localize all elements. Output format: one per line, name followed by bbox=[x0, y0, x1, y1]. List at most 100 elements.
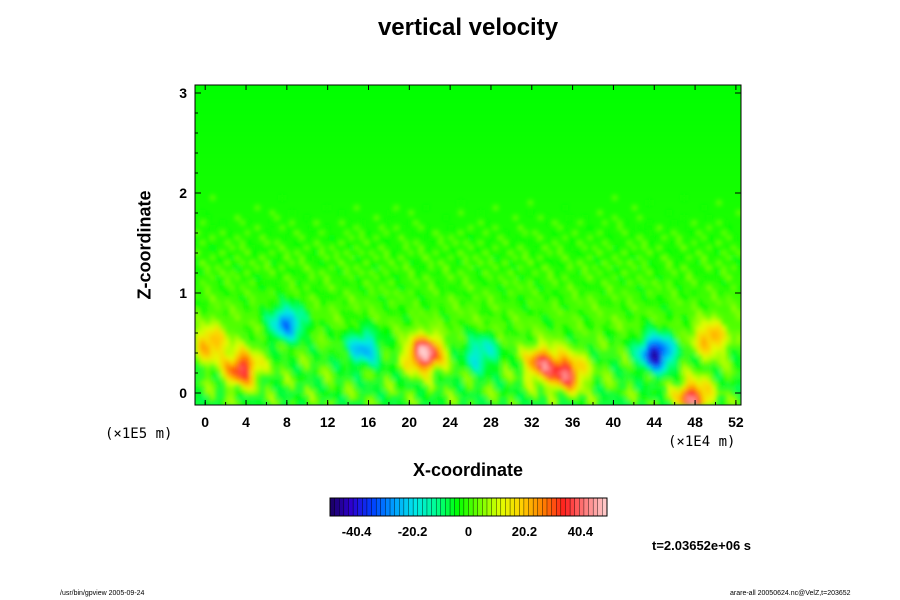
field-cell bbox=[338, 370, 345, 376]
field-cell bbox=[319, 250, 325, 256]
field-cell bbox=[532, 345, 539, 351]
field-cell bbox=[716, 375, 722, 381]
field-cell bbox=[363, 345, 370, 351]
field-cell bbox=[433, 320, 439, 326]
field-cell bbox=[542, 215, 549, 221]
field-cell bbox=[358, 220, 365, 226]
field-cell bbox=[587, 360, 593, 366]
field-cell bbox=[428, 370, 434, 376]
field-cell bbox=[726, 400, 732, 405]
field-cell bbox=[676, 385, 683, 391]
field-cell bbox=[204, 340, 211, 346]
field-cell bbox=[661, 335, 668, 341]
field-cell bbox=[547, 260, 553, 266]
field-cell bbox=[547, 370, 553, 376]
field-cell bbox=[562, 390, 568, 396]
field-cell bbox=[458, 270, 464, 276]
field-cell bbox=[408, 345, 414, 351]
field-cell bbox=[542, 315, 549, 321]
field-cell bbox=[403, 335, 410, 341]
field-cell bbox=[696, 395, 702, 401]
field-cell bbox=[279, 370, 285, 376]
field-cell bbox=[557, 375, 563, 381]
field-cell bbox=[731, 380, 737, 386]
field-cell bbox=[527, 350, 534, 356]
field-cell bbox=[448, 360, 454, 366]
time-stamp: t=2.03652e+06 s bbox=[652, 538, 752, 553]
field-cell bbox=[696, 280, 702, 286]
field-cell bbox=[363, 340, 370, 346]
field-cell bbox=[284, 310, 290, 316]
field-cell bbox=[686, 335, 692, 341]
field-cell bbox=[294, 370, 300, 376]
field-cell bbox=[418, 385, 424, 391]
field-cell bbox=[200, 310, 206, 316]
field-cell bbox=[363, 375, 370, 381]
field-cell bbox=[443, 325, 449, 331]
field-cell bbox=[691, 360, 697, 366]
field-cell bbox=[468, 380, 474, 386]
field-cell bbox=[487, 335, 494, 341]
field-cell bbox=[239, 380, 246, 386]
field-cell bbox=[294, 310, 300, 316]
field-cell bbox=[597, 315, 603, 321]
field-cell bbox=[542, 380, 549, 386]
field-cell bbox=[473, 370, 479, 376]
colorbar-segment bbox=[449, 497, 456, 517]
field-cell bbox=[641, 260, 648, 266]
field-cell bbox=[492, 340, 499, 346]
field-cell bbox=[294, 250, 300, 256]
field-cell bbox=[552, 365, 558, 371]
colorbar-segment bbox=[371, 497, 377, 517]
field-cell bbox=[468, 340, 474, 346]
field-cell bbox=[428, 340, 434, 346]
field-cell bbox=[477, 340, 484, 346]
field-cell bbox=[473, 245, 479, 251]
field-cell bbox=[706, 245, 712, 251]
field-cell bbox=[358, 345, 365, 351]
field-cell bbox=[736, 360, 741, 366]
field-cell bbox=[721, 345, 727, 351]
field-cell bbox=[537, 325, 544, 331]
field-cell bbox=[547, 390, 553, 396]
field-cell bbox=[641, 315, 648, 321]
field-cell bbox=[482, 250, 489, 256]
field-cell bbox=[388, 280, 395, 286]
field-cell bbox=[289, 280, 295, 286]
field-cell bbox=[443, 355, 449, 361]
field-cell bbox=[299, 255, 305, 261]
field-cell bbox=[338, 270, 345, 276]
field-cell bbox=[353, 340, 360, 346]
field-cell bbox=[542, 335, 549, 341]
x-tick-label: 28 bbox=[483, 414, 499, 430]
field-cell bbox=[646, 400, 653, 405]
field-cell bbox=[636, 390, 643, 396]
field-cell bbox=[651, 345, 658, 351]
field-cell bbox=[264, 385, 271, 391]
field-cell bbox=[492, 375, 499, 381]
field-cell bbox=[423, 355, 429, 361]
field-cell bbox=[731, 355, 737, 361]
field-cell bbox=[502, 250, 509, 256]
field-cell bbox=[468, 350, 474, 356]
field-cell bbox=[239, 390, 246, 396]
field-cell bbox=[443, 400, 449, 405]
field-cell bbox=[641, 280, 648, 286]
field-cell bbox=[294, 260, 300, 266]
field-cell bbox=[626, 340, 633, 346]
field-cell bbox=[244, 350, 251, 356]
field-cell bbox=[353, 345, 360, 351]
field-cell bbox=[403, 350, 410, 356]
field-cell bbox=[398, 285, 405, 291]
field-cell bbox=[463, 240, 469, 246]
field-cell bbox=[249, 350, 256, 356]
field-cell bbox=[532, 390, 539, 396]
field-cell bbox=[676, 390, 683, 396]
field-cell bbox=[691, 370, 697, 376]
field-cell bbox=[706, 330, 712, 336]
field-cell bbox=[408, 360, 414, 366]
field-cell bbox=[616, 370, 623, 376]
field-cell bbox=[636, 380, 643, 386]
field-cell bbox=[626, 260, 633, 266]
field-cell bbox=[701, 315, 707, 321]
